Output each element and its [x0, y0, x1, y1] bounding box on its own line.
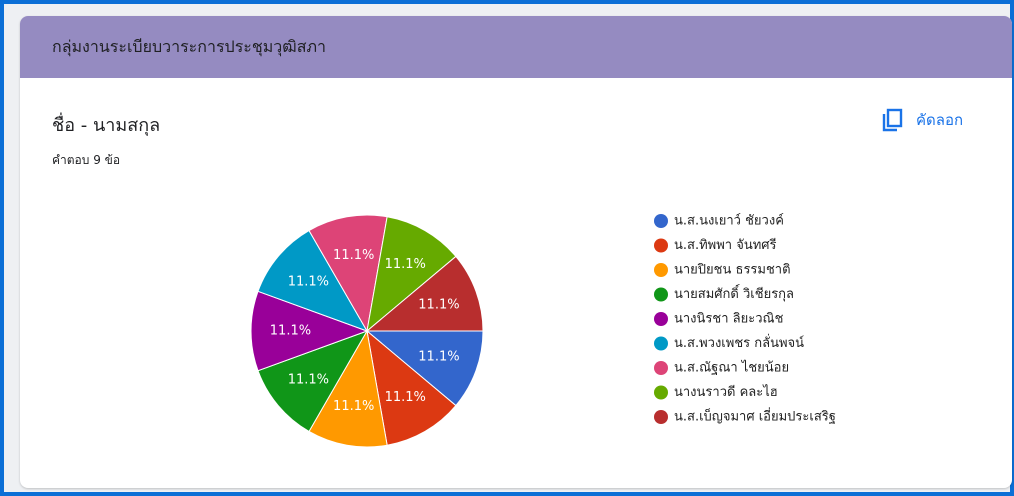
- pie-slice: [257, 330, 369, 433]
- pie-slice: [308, 329, 388, 448]
- slice-label: 11.1%: [333, 248, 374, 263]
- legend-swatch: [654, 410, 668, 424]
- legend-swatch: [654, 336, 668, 351]
- legend-swatch: [654, 214, 668, 228]
- slice-label: 11.1%: [288, 274, 329, 289]
- pie-slice: [366, 329, 457, 446]
- copy-icon: [882, 108, 903, 132]
- legend-swatch: [654, 238, 668, 253]
- slice-label: 11.1%: [385, 390, 426, 405]
- form-header: กลุ่มงานระเบียบวาระการประชุมวุฒิสภา: [20, 16, 1012, 78]
- legend-label: น.ส.พวงเพชร กลั่นพจน์: [674, 334, 804, 351]
- pie-slice: [365, 255, 484, 332]
- legend-label: นายปิยชน ธรรมชาติ: [674, 263, 791, 278]
- legend-swatch: [654, 263, 668, 277]
- legend-label: นางนิรชา ลิยะวณิช: [674, 312, 784, 327]
- pie-slice: [250, 290, 369, 372]
- legend-label: น.ส.ทิพพา จันทศรี: [674, 237, 777, 253]
- legend-swatch: [654, 385, 668, 400]
- pie-chart: 11.1% 11.1% 11.1% 11.1% 11.1% 11.1% 11.1% 11.1%…: [250, 213, 836, 448]
- legend-label: นางนราวดี คละไฮ: [674, 384, 778, 400]
- pie-slice: [366, 216, 457, 333]
- response-count: คำตอบ 9 ข้อ: [52, 153, 121, 167]
- legend-swatch: [654, 287, 668, 302]
- question-title: ชื่อ - นามสกุล: [52, 115, 161, 136]
- pie-slice: [257, 229, 369, 332]
- slice-label: 11.1%: [418, 350, 459, 365]
- legend-swatch: [654, 361, 668, 375]
- slice-label: 11.1%: [418, 297, 459, 312]
- slice-label: 11.1%: [270, 324, 311, 339]
- legend-label: น.ส.เบ็ญจมาศ เอี่ยมประเสริฐ: [674, 407, 836, 425]
- pie-slice: [308, 214, 388, 333]
- legend-label: น.ส.ณัฐณา ไชยน้อย: [674, 360, 789, 376]
- legend-swatch: [654, 312, 668, 326]
- slice-label: 11.1%: [385, 257, 426, 272]
- pie-slice: [365, 330, 484, 407]
- slice-label: 11.1%: [333, 399, 374, 414]
- legend-label: นายสมศักดิ์ วิเชียรกุล: [674, 284, 794, 302]
- summary-card: กลุ่มงานระเบียบวาระการประชุมวุฒิสภา ชื่อ…: [20, 16, 1012, 488]
- slice-label: 11.1%: [288, 373, 329, 388]
- copy-label: คัดลอก: [916, 111, 964, 129]
- legend-label: น.ส.นงเยาว์ ชัยวงค์: [674, 213, 784, 229]
- copy-button[interactable]: คัดลอก: [882, 108, 963, 132]
